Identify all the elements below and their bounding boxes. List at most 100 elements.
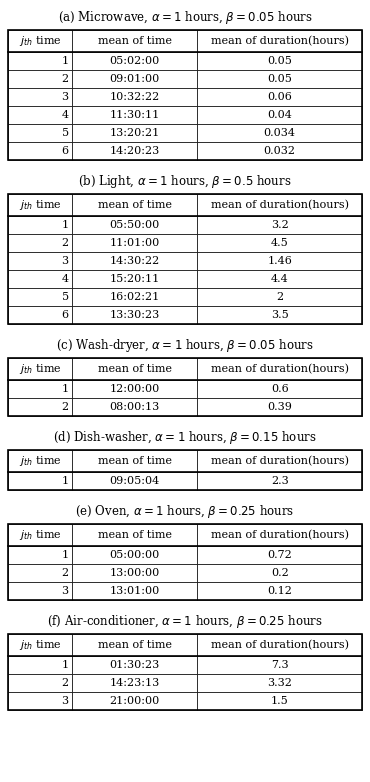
Bar — [8, 450, 72, 472]
Text: 11:30:11: 11:30:11 — [110, 110, 160, 120]
Bar — [8, 194, 72, 216]
Text: 1: 1 — [61, 476, 69, 486]
Text: mean of duration(hours): mean of duration(hours) — [211, 364, 349, 374]
Bar — [72, 524, 197, 546]
Bar — [72, 656, 197, 674]
Bar — [72, 288, 197, 306]
Text: 21:00:00: 21:00:00 — [110, 696, 160, 706]
Bar — [197, 692, 362, 710]
Text: 3: 3 — [61, 586, 69, 596]
Bar — [72, 106, 197, 124]
Text: mean of duration(hours): mean of duration(hours) — [211, 456, 349, 466]
Bar — [8, 524, 72, 546]
Text: (c) Wash-dryer, $\alpha = 1$ hours, $\beta = 0.05$ hours: (c) Wash-dryer, $\alpha = 1$ hours, $\be… — [56, 336, 314, 353]
Bar — [72, 358, 197, 380]
Bar — [72, 216, 197, 234]
Bar — [197, 252, 362, 270]
Text: 2: 2 — [61, 238, 69, 248]
Text: 0.04: 0.04 — [267, 110, 292, 120]
Text: (e) Oven, $\alpha = 1$ hours, $\beta = 0.25$ hours: (e) Oven, $\alpha = 1$ hours, $\beta = 0… — [75, 503, 295, 519]
Bar — [197, 106, 362, 124]
Bar — [72, 564, 197, 582]
Text: 13:20:21: 13:20:21 — [110, 128, 160, 138]
Text: 3: 3 — [61, 256, 69, 266]
Bar — [197, 564, 362, 582]
Text: 7.3: 7.3 — [271, 660, 289, 670]
Bar — [197, 52, 362, 70]
Text: 1.5: 1.5 — [271, 696, 289, 706]
Text: 3.5: 3.5 — [271, 310, 289, 320]
Text: 4: 4 — [61, 274, 69, 284]
Bar — [197, 472, 362, 490]
Bar — [72, 52, 197, 70]
Bar — [8, 358, 72, 380]
Bar — [197, 194, 362, 216]
Bar — [197, 288, 362, 306]
Text: 4: 4 — [61, 110, 69, 120]
Text: 09:01:00: 09:01:00 — [110, 74, 160, 84]
Bar — [72, 124, 197, 142]
Text: 2.3: 2.3 — [271, 476, 289, 486]
Text: $j_{th}$ time: $j_{th}$ time — [18, 638, 61, 652]
Bar — [197, 450, 362, 472]
Bar — [8, 398, 72, 416]
Text: 2: 2 — [61, 568, 69, 578]
Bar — [8, 634, 72, 656]
Bar — [197, 524, 362, 546]
Text: 0.032: 0.032 — [264, 146, 296, 156]
Text: 0.05: 0.05 — [267, 74, 292, 84]
Bar — [72, 142, 197, 160]
Text: 0.05: 0.05 — [267, 56, 292, 66]
Bar — [8, 306, 72, 324]
Text: 14:23:13: 14:23:13 — [110, 678, 160, 688]
Text: 5: 5 — [61, 292, 69, 302]
Text: (f) Air-conditioner, $\alpha = 1$ hours, $\beta = 0.25$ hours: (f) Air-conditioner, $\alpha = 1$ hours,… — [47, 612, 323, 630]
Text: 14:20:23: 14:20:23 — [110, 146, 160, 156]
Bar — [8, 546, 72, 564]
Text: 0.2: 0.2 — [271, 568, 289, 578]
Bar — [72, 252, 197, 270]
Text: 2: 2 — [276, 292, 283, 302]
Bar — [197, 30, 362, 52]
Text: 0.6: 0.6 — [271, 384, 289, 394]
Bar — [8, 472, 72, 490]
Text: 1: 1 — [61, 384, 69, 394]
Text: 08:00:13: 08:00:13 — [110, 402, 160, 412]
Text: 13:00:00: 13:00:00 — [110, 568, 160, 578]
Bar — [197, 582, 362, 600]
Text: (d) Dish-washer, $\alpha = 1$ hours, $\beta = 0.15$ hours: (d) Dish-washer, $\alpha = 1$ hours, $\b… — [53, 429, 317, 446]
Bar — [197, 380, 362, 398]
Text: mean of time: mean of time — [98, 200, 172, 210]
Bar — [197, 216, 362, 234]
Bar — [8, 216, 72, 234]
Bar — [8, 70, 72, 88]
Text: 3: 3 — [61, 696, 69, 706]
Text: (a) Microwave, $\alpha = 1$ hours, $\beta = 0.05$ hours: (a) Microwave, $\alpha = 1$ hours, $\bet… — [58, 9, 312, 26]
Text: 11:01:00: 11:01:00 — [110, 238, 160, 248]
Bar — [8, 124, 72, 142]
Bar — [72, 450, 197, 472]
Bar — [197, 634, 362, 656]
Text: 01:30:23: 01:30:23 — [110, 660, 160, 670]
Text: 12:00:00: 12:00:00 — [110, 384, 160, 394]
Bar — [72, 674, 197, 692]
Bar — [8, 674, 72, 692]
Bar — [197, 674, 362, 692]
Bar — [8, 582, 72, 600]
Bar — [8, 52, 72, 70]
Text: 13:30:23: 13:30:23 — [110, 310, 160, 320]
Bar — [197, 142, 362, 160]
Text: mean of time: mean of time — [98, 456, 172, 466]
Bar — [72, 692, 197, 710]
Bar — [8, 30, 72, 52]
Text: 2: 2 — [61, 74, 69, 84]
Bar — [72, 70, 197, 88]
Text: mean of time: mean of time — [98, 364, 172, 374]
Text: 3.2: 3.2 — [271, 220, 289, 230]
Bar — [8, 252, 72, 270]
Text: 1.46: 1.46 — [267, 256, 292, 266]
Text: 15:20:11: 15:20:11 — [110, 274, 160, 284]
Text: mean of time: mean of time — [98, 530, 172, 540]
Bar — [8, 234, 72, 252]
Bar — [8, 564, 72, 582]
